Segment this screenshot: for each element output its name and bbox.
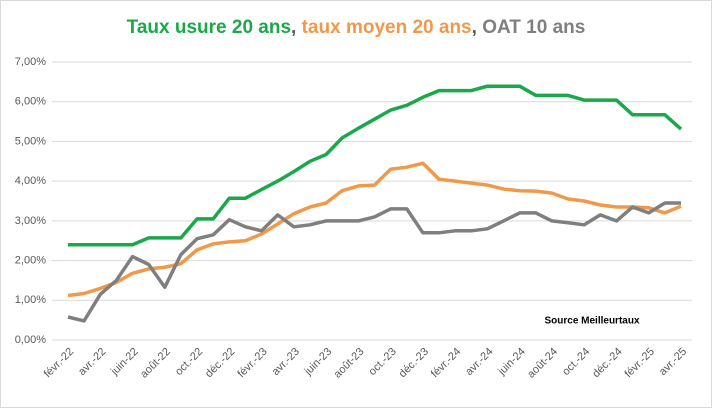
y-tick-label: 2,00%	[15, 254, 46, 266]
annotation: Source Meilleurtaux	[544, 316, 639, 327]
series-line	[67, 201, 681, 323]
y-tick-label: 1,00%	[15, 294, 46, 306]
y-tick-label: 3,00%	[15, 215, 46, 227]
y-tick-label: 5,00%	[15, 135, 46, 147]
series-line	[67, 161, 682, 298]
y-tick-label: 4,00%	[15, 175, 46, 187]
y-tick-label: 6,00%	[15, 96, 46, 108]
y-tick-label: 7,00%	[15, 56, 46, 68]
title-part: Taux usure 20 ans	[127, 17, 291, 38]
chart-title: Taux usure 20 ans, taux moyen 20 ans, OA…	[127, 17, 586, 38]
title-separator: ,	[291, 17, 302, 38]
y-tick-label: 0,00%	[15, 334, 46, 346]
title-part: OAT 10 ans	[482, 17, 585, 38]
title-part: taux moyen 20 ans	[302, 17, 472, 38]
title-separator: ,	[472, 17, 483, 38]
series-line	[68, 84, 683, 247]
